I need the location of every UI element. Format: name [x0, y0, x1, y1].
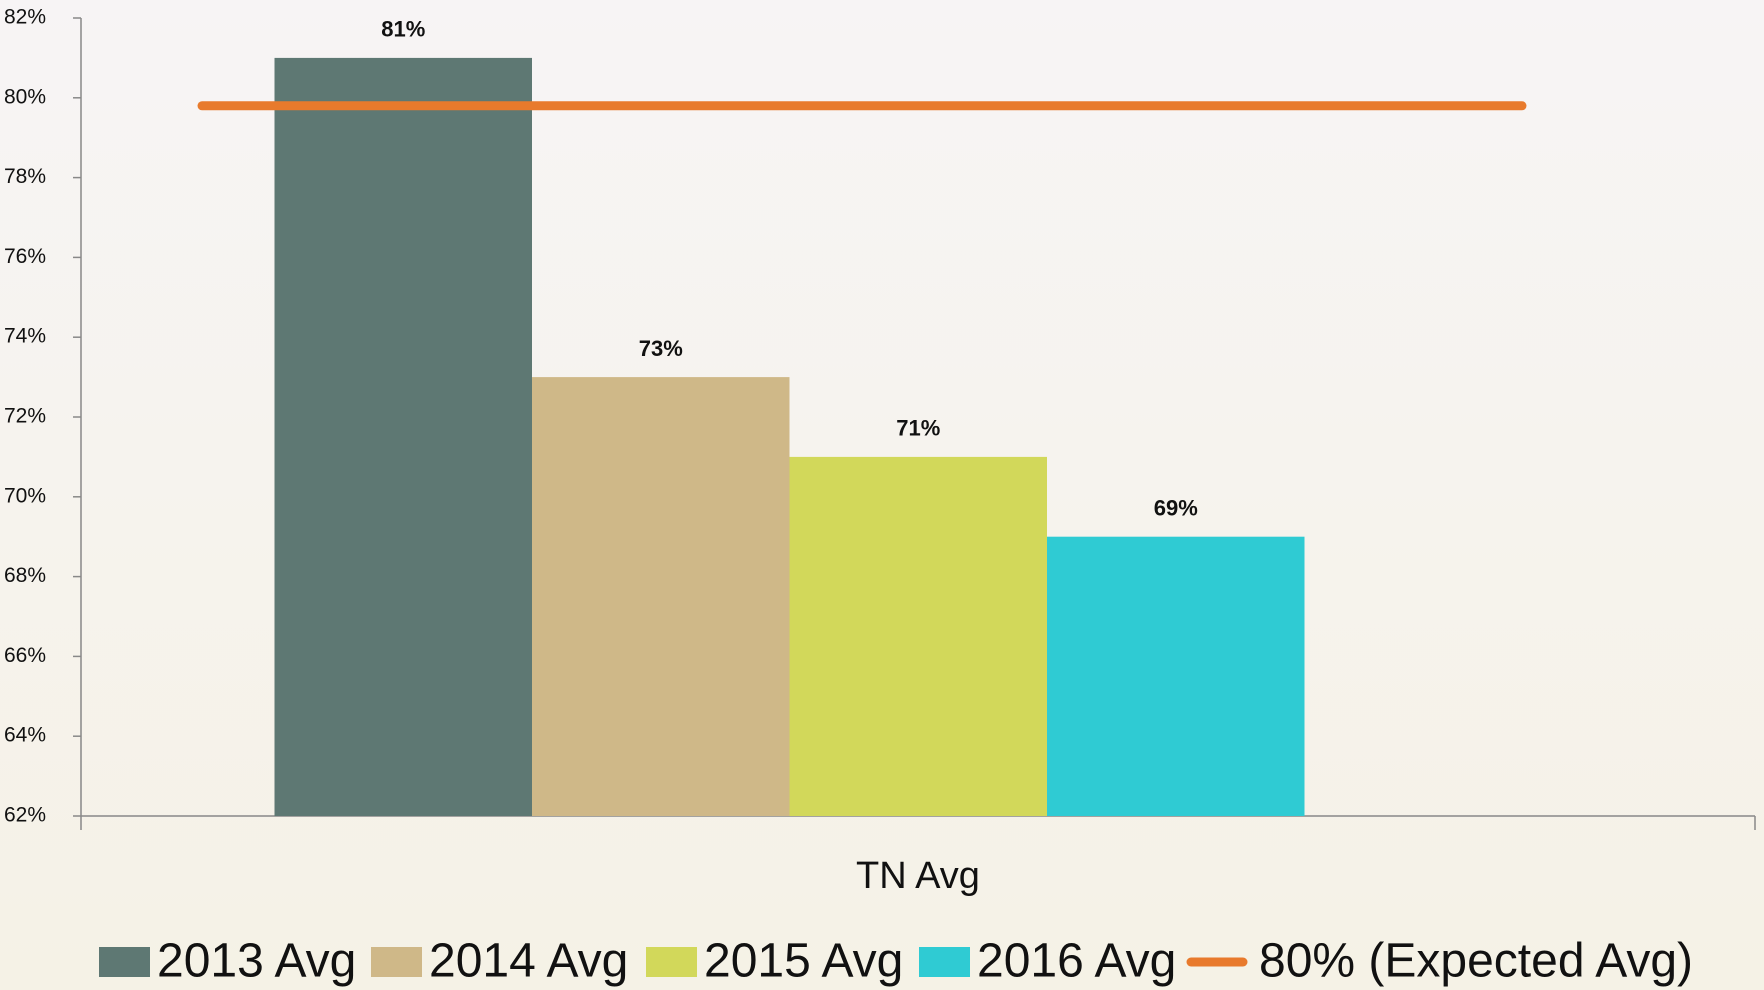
legend-label: 80% (Expected Avg): [1259, 935, 1693, 988]
y-tick-label: 68%: [4, 564, 46, 587]
bar: [789, 456, 1047, 816]
legend-label: 2016 Avg: [977, 935, 1176, 988]
y-tick-label: 82%: [4, 6, 46, 29]
bar: [1047, 536, 1305, 816]
legend-swatch: [371, 947, 422, 977]
y-tick-label: 62%: [4, 804, 46, 827]
y-tick-label: 78%: [4, 165, 46, 188]
legend-label: 2015 Avg: [704, 935, 903, 988]
value-label: 71%: [896, 416, 940, 441]
y-tick-label: 70%: [4, 484, 46, 507]
bar: [274, 57, 532, 816]
value-label: 81%: [381, 17, 425, 42]
legend-swatch: [646, 947, 697, 977]
y-tick-label: 74%: [4, 325, 46, 348]
y-tick-label: 80%: [4, 85, 46, 108]
value-label: 69%: [1154, 496, 1198, 521]
legend-swatch: [99, 947, 150, 977]
legend-swatch: [919, 947, 970, 977]
y-tick-label: 72%: [4, 405, 46, 428]
x-tick-label: TN Avg: [856, 855, 980, 897]
value-label: 73%: [639, 336, 683, 361]
legend-label: 2013 Avg: [157, 935, 356, 988]
y-tick-label: 66%: [4, 644, 46, 667]
legend-label: 2014 Avg: [429, 935, 628, 988]
y-tick-label: 76%: [4, 245, 46, 268]
y-tick-label: 64%: [4, 724, 46, 747]
bar: [532, 377, 790, 816]
